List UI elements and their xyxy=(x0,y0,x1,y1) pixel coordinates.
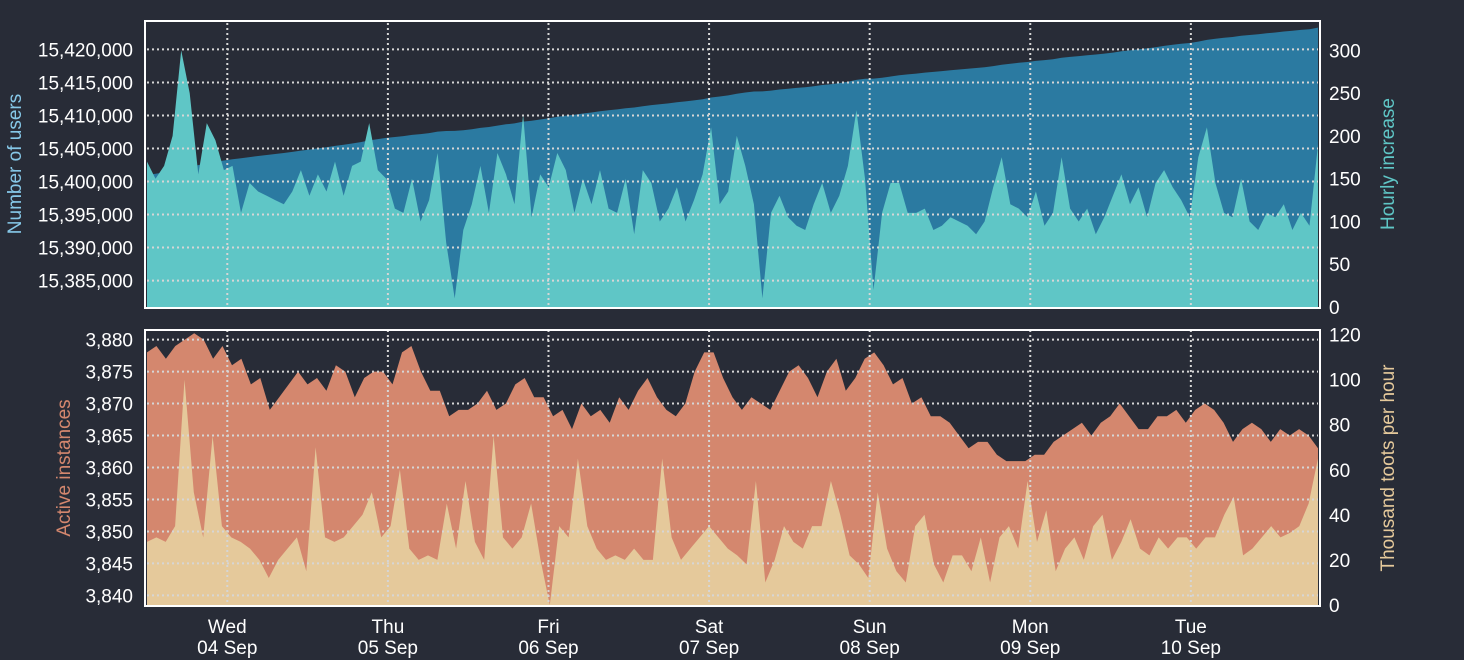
instances-left-tick-label: 3,880 xyxy=(85,331,133,352)
instances-right-tick-label: 120 xyxy=(1329,326,1361,347)
users-left-tick-label: 15,395,000 xyxy=(38,206,133,227)
instances-right-tick-label: 100 xyxy=(1329,371,1361,392)
users-right-tick-label: 50 xyxy=(1329,255,1350,276)
users-left-axis-label: Number of users xyxy=(5,94,26,234)
users-left-tick-label: 15,385,000 xyxy=(38,272,133,293)
instances-right-tick-label: 20 xyxy=(1329,551,1350,572)
instances-left-ticks: 3,840 3,845 3,850 3,855 3,860 3,865 3,870 3,875… xyxy=(85,331,133,608)
users-right-tick-label: 150 xyxy=(1329,170,1361,191)
instances-right-tick-label: 80 xyxy=(1329,416,1350,437)
x-tick-day-label: Sun xyxy=(853,617,887,638)
x-tick-day-label: Fri xyxy=(537,617,559,638)
instances-left-tick-label: 3,870 xyxy=(85,395,133,416)
instances-right-ticks: 0 20 40 60 80 100 120 xyxy=(1329,326,1361,617)
x-tick-date-label: 09 Sep xyxy=(1000,638,1060,659)
hourly-increase-area xyxy=(147,50,1318,308)
instances-right-tick-label: 40 xyxy=(1329,506,1350,527)
users-right-tick-label: 100 xyxy=(1329,212,1361,233)
instances-left-tick-label: 3,855 xyxy=(85,490,133,511)
x-tick-day-label: Tue xyxy=(1175,617,1207,638)
users-right-tick-label: 250 xyxy=(1329,84,1361,105)
users-right-tick-label: 0 xyxy=(1329,298,1340,319)
instances-plot-frame xyxy=(144,329,1321,607)
instances-panel: 3,840 3,845 3,850 3,855 3,860 3,865 3,870 3,875… xyxy=(54,326,1399,617)
users-left-ticks: 15,385,000 15,390,000 15,395,000 15,400,000… xyxy=(38,40,133,292)
users-left-tick-label: 15,405,000 xyxy=(38,139,133,160)
instances-left-axis-label: Active instances xyxy=(54,399,75,536)
users-left-tick-label: 15,415,000 xyxy=(38,73,133,94)
instances-left-tick-label: 3,860 xyxy=(85,459,133,480)
users-right-ticks: 0 50 100 150 200 250 300 xyxy=(1329,41,1361,319)
users-left-tick-label: 15,420,000 xyxy=(38,40,133,61)
instances-left-tick-label: 3,845 xyxy=(85,554,133,575)
instances-gridlines xyxy=(147,330,1318,605)
users-right-tick-label: 200 xyxy=(1329,127,1361,148)
users-panel: 15,385,000 15,390,000 15,395,000 15,400,000… xyxy=(5,20,1399,319)
x-tick-date-label: 07 Sep xyxy=(679,638,739,659)
users-gridlines xyxy=(147,23,1318,307)
users-right-tick-label: 300 xyxy=(1329,41,1361,62)
x-tick-date-label: 04 Sep xyxy=(197,638,257,659)
users-left-tick-label: 15,410,000 xyxy=(38,106,133,127)
x-tick-date-label: 05 Sep xyxy=(358,638,418,659)
users-left-tick-label: 15,390,000 xyxy=(38,239,133,260)
instances-right-tick-label: 60 xyxy=(1329,461,1350,482)
instances-left-tick-label: 3,840 xyxy=(85,586,133,607)
users-right-axis-label: Hourly increase xyxy=(1378,98,1399,230)
instances-left-tick-label: 3,875 xyxy=(85,363,133,384)
instances-left-tick-label: 3,850 xyxy=(85,522,133,543)
x-tick-date-label: 08 Sep xyxy=(840,638,900,659)
toots-right-axis-label: Thousand toots per hour xyxy=(1378,364,1399,572)
users-plot-frame xyxy=(144,20,1321,309)
x-tick-day-label: Mon xyxy=(1012,617,1049,638)
x-tick-day-label: Wed xyxy=(208,617,247,638)
x-tick-day-label: Thu xyxy=(372,617,405,638)
instances-right-tick-label: 0 xyxy=(1329,596,1340,617)
x-tick-day-label: Sat xyxy=(695,617,724,638)
users-left-tick-label: 15,400,000 xyxy=(38,173,133,194)
x-tick-date-label: 06 Sep xyxy=(518,638,578,659)
toots-per-hour-area xyxy=(147,379,1318,605)
x-tick-date-label: 10 Sep xyxy=(1161,638,1221,659)
instances-left-tick-label: 3,865 xyxy=(85,427,133,448)
